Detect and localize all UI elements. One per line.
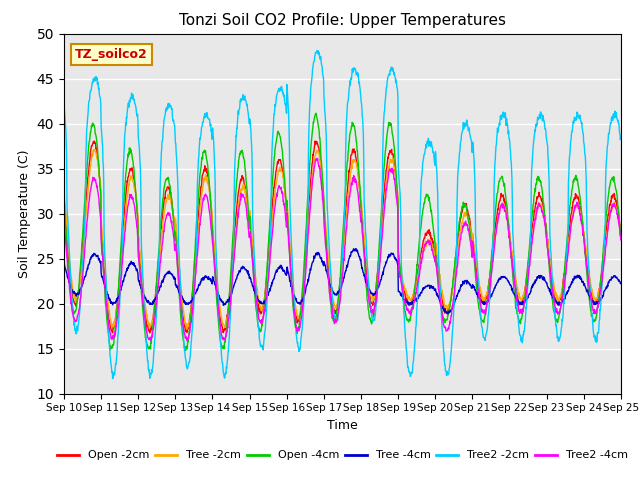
- Line: Tree -2cm: Tree -2cm: [64, 149, 621, 329]
- Open -4cm: [182, 348, 189, 353]
- Line: Tree2 -4cm: Tree2 -4cm: [64, 158, 621, 341]
- Tree -4cm: [378, 277, 385, 283]
- Open -4cm: [378, 205, 385, 211]
- Open -2cm: [109, 330, 116, 336]
- Tree -4cm: [352, 246, 360, 252]
- Tree -2cm: [92, 146, 99, 152]
- Tree -4cm: [103, 291, 111, 297]
- Open -2cm: [311, 138, 319, 144]
- Tree2 -2cm: [297, 339, 305, 345]
- Open -2cm: [378, 221, 385, 227]
- Open -4cm: [103, 319, 111, 325]
- Tree -2cm: [378, 234, 385, 240]
- Open -2cm: [60, 195, 68, 201]
- Open -2cm: [308, 161, 316, 167]
- Tree -2cm: [126, 177, 134, 183]
- Tree2 -2cm: [109, 376, 116, 382]
- Line: Tree2 -2cm: Tree2 -2cm: [64, 51, 621, 379]
- Tree2 -2cm: [126, 97, 134, 103]
- Tree2 -2cm: [60, 101, 68, 107]
- Tree -4cm: [296, 301, 304, 307]
- Tree2 -2cm: [378, 212, 385, 217]
- Text: TZ_soilco2: TZ_soilco2: [75, 48, 148, 61]
- Tree -2cm: [60, 191, 68, 196]
- Line: Tree -4cm: Tree -4cm: [64, 249, 621, 313]
- Tree2 -4cm: [319, 197, 326, 203]
- Open -4cm: [297, 311, 305, 317]
- Line: Open -4cm: Open -4cm: [64, 113, 621, 350]
- Tree2 -4cm: [617, 237, 625, 243]
- Tree -4cm: [126, 261, 134, 266]
- Y-axis label: Soil Temperature (C): Soil Temperature (C): [18, 149, 31, 278]
- Tree -2cm: [184, 326, 191, 332]
- X-axis label: Time: Time: [327, 419, 358, 432]
- Tree2 -4cm: [297, 320, 305, 326]
- Open -4cm: [319, 177, 326, 182]
- Open -2cm: [297, 310, 305, 315]
- Open -4cm: [312, 110, 320, 116]
- Tree2 -4cm: [183, 338, 191, 344]
- Tree2 -4cm: [103, 309, 111, 314]
- Open -4cm: [617, 234, 625, 240]
- Line: Open -2cm: Open -2cm: [64, 141, 621, 333]
- Tree -4cm: [444, 311, 452, 316]
- Tree -2cm: [617, 226, 625, 232]
- Title: Tonzi Soil CO2 Profile: Upper Temperatures: Tonzi Soil CO2 Profile: Upper Temperatur…: [179, 13, 506, 28]
- Tree -4cm: [60, 263, 68, 268]
- Tree2 -2cm: [314, 48, 322, 54]
- Open -2cm: [103, 299, 111, 304]
- Tree2 -4cm: [378, 239, 385, 245]
- Open -2cm: [617, 228, 625, 234]
- Open -2cm: [126, 166, 134, 171]
- Tree2 -2cm: [308, 73, 316, 79]
- Tree -2cm: [308, 171, 316, 177]
- Tree -2cm: [104, 291, 111, 297]
- Tree2 -4cm: [60, 220, 68, 226]
- Tree2 -4cm: [313, 156, 321, 161]
- Tree2 -2cm: [319, 69, 326, 75]
- Open -4cm: [308, 131, 316, 137]
- Tree -2cm: [297, 309, 305, 315]
- Tree2 -4cm: [308, 182, 316, 188]
- Tree2 -2cm: [617, 133, 625, 139]
- Tree -4cm: [318, 258, 326, 264]
- Tree2 -2cm: [103, 302, 111, 308]
- Tree -4cm: [617, 281, 625, 287]
- Open -2cm: [319, 184, 326, 190]
- Tree2 -4cm: [126, 192, 134, 197]
- Legend: Open -2cm, Tree -2cm, Open -4cm, Tree -4cm, Tree2 -2cm, Tree2 -4cm: Open -2cm, Tree -2cm, Open -4cm, Tree -4…: [52, 446, 632, 465]
- Tree -4cm: [308, 262, 316, 267]
- Tree -2cm: [319, 180, 326, 185]
- Open -4cm: [126, 148, 134, 154]
- Open -4cm: [60, 197, 68, 203]
